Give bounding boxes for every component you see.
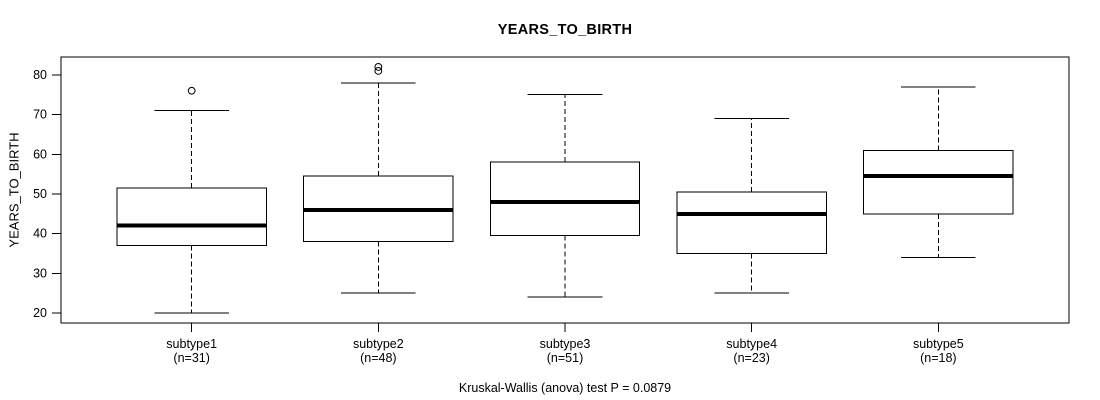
x-label-subtype1: subtype1 (166, 337, 217, 351)
iqr-box-subtype5 (863, 149, 1014, 215)
x-label-subtype5: subtype5 (913, 337, 964, 351)
y-axis-tick-label: 40 (33, 227, 47, 241)
y-axis-tick-label: 30 (33, 266, 47, 280)
x-sublabel-subtype3: (n=51) (547, 351, 583, 365)
x-sublabel-subtype4: (n=23) (733, 351, 769, 365)
x-label-subtype3: subtype3 (540, 337, 591, 351)
iqr-box-subtype4 (676, 191, 827, 255)
y-axis-tick-label: 70 (33, 108, 47, 122)
y-axis-tick-label: 20 (33, 306, 47, 320)
stat-test-caption: Kruskal-Wallis (anova) test P = 0.0879 (458, 381, 672, 395)
y-axis-tick-label: 60 (33, 147, 47, 161)
x-sublabel-subtype5: (n=18) (920, 351, 956, 365)
x-label-subtype2: subtype2 (353, 337, 404, 351)
chart-title: YEARS_TO_BIRTH (497, 22, 633, 38)
x-sublabel-subtype1: (n=31) (173, 351, 209, 365)
outlier-point-subtype2 (374, 66, 383, 75)
y-axis-tick-label: 80 (33, 68, 47, 82)
y-axis-tick-label: 50 (33, 187, 47, 201)
outlier-point-subtype1 (187, 86, 196, 95)
iqr-box-subtype3 (489, 161, 641, 237)
iqr-box-subtype1 (116, 187, 267, 247)
x-label-subtype4: subtype4 (726, 337, 777, 351)
x-sublabel-subtype2: (n=48) (360, 351, 396, 365)
outlier-point-subtype2 (374, 63, 383, 71)
